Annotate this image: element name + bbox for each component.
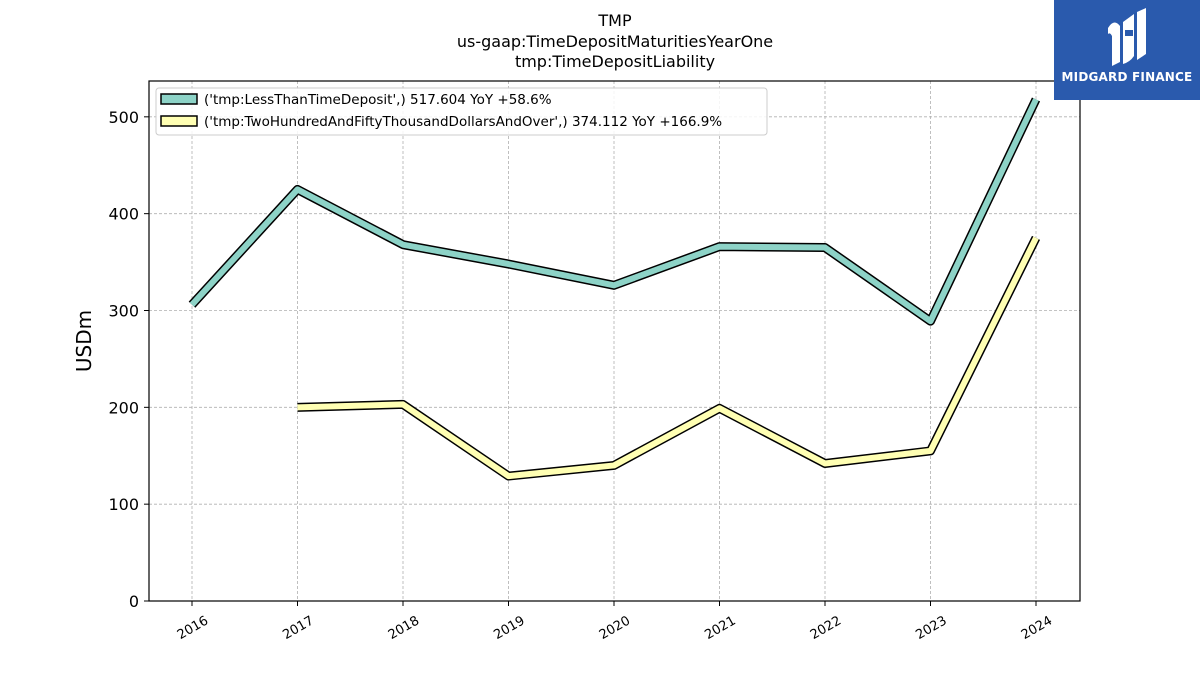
- x-tick-label: 2022: [808, 613, 844, 643]
- x-tick-label: 2018: [386, 613, 422, 643]
- x-tick-label: 2021: [702, 613, 738, 643]
- x-tick-label: 2017: [280, 613, 316, 643]
- x-tick-label: 2020: [597, 613, 633, 643]
- brand-logo: MIDGARD FINANCE: [1054, 0, 1200, 100]
- y-axis: 0 100 200 300 400 500: [108, 108, 149, 611]
- legend-swatch: [160, 115, 198, 127]
- chart-title-line-1: TMP: [597, 11, 632, 30]
- x-axis: 2016 2017 2018 2019 2020 2021 2022 2023 2024: [175, 601, 1055, 643]
- y-axis-label: USDm: [72, 310, 96, 372]
- brand-mark-icon: [1108, 8, 1146, 67]
- legend-swatch: [160, 93, 198, 105]
- y-tick-label: 0: [129, 592, 139, 611]
- x-tick-label: 2023: [913, 613, 949, 643]
- series-lines: [188, 97, 1041, 481]
- plot-area-frame: [148, 80, 1081, 602]
- y-tick-label: 200: [108, 398, 139, 417]
- chart-title-line-3: tmp:TimeDepositLiability: [515, 52, 715, 71]
- series-line-1: [188, 97, 1041, 326]
- series-line-fill: [297, 236, 1039, 480]
- x-tick-label: 2024: [1019, 613, 1055, 643]
- brand-name: MIDGARD FINANCE: [1061, 70, 1193, 84]
- y-tick-label: 500: [108, 108, 139, 127]
- legend-box: [155, 87, 768, 136]
- x-tick-label: 2019: [491, 613, 527, 643]
- legend: ('tmp:LessThanTimeDeposit',) 517.604 YoY…: [155, 87, 768, 136]
- y-tick-label: 300: [108, 301, 139, 320]
- y-tick-label: 400: [108, 205, 139, 224]
- series-line-fill: [189, 98, 1039, 325]
- series-line-2: [297, 235, 1041, 481]
- chart-title-line-2: us-gaap:TimeDepositMaturitiesYearOne: [457, 32, 773, 51]
- legend-label: ('tmp:TwoHundredAndFiftyThousandDollarsA…: [204, 114, 722, 130]
- x-tick-label: 2016: [175, 613, 211, 643]
- y-tick-label: 100: [108, 495, 139, 514]
- grid: [149, 81, 1080, 601]
- chart-title: TMP us-gaap:TimeDepositMaturitiesYearOne…: [457, 11, 773, 71]
- legend-label: ('tmp:LessThanTimeDeposit',) 517.604 YoY…: [204, 92, 552, 108]
- series-line-outline: [297, 235, 1041, 481]
